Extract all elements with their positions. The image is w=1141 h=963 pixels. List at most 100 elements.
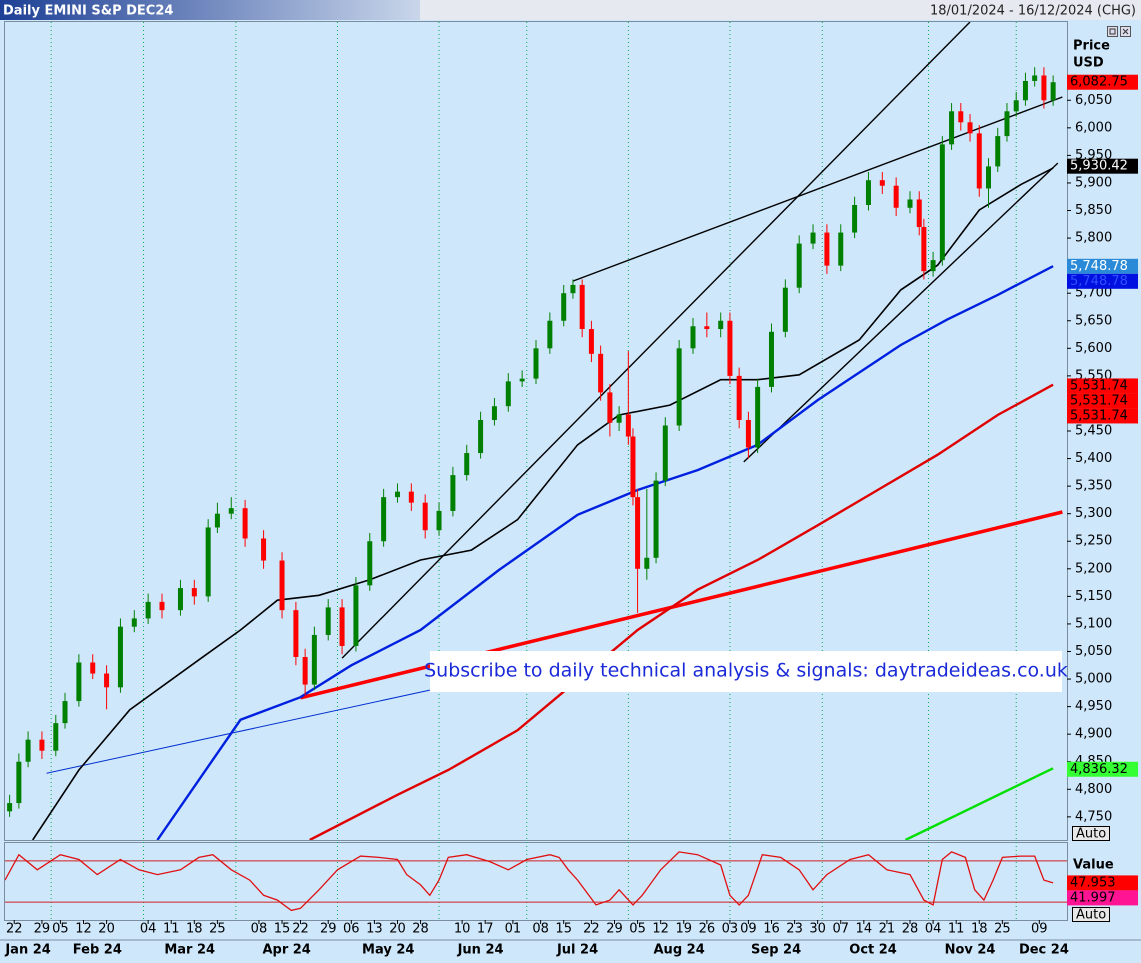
candle-body [533, 348, 539, 379]
month-label: May 24 [362, 943, 414, 958]
candle-body [191, 588, 197, 597]
candle-body [478, 419, 484, 454]
candle-body [616, 414, 622, 423]
candle-body [16, 761, 22, 804]
candle-body [852, 205, 858, 233]
x-tick-label: 22 [583, 922, 600, 937]
x-tick-label: 29 [606, 922, 623, 937]
plot-layer: 4,7504,8004,8504,9004,9505,0005,0505,100… [4, 22, 1138, 958]
x-tick-label: 15 [274, 922, 291, 937]
price-tag [1067, 273, 1138, 289]
x-tick-label: 20 [98, 922, 115, 937]
moving-average [156, 265, 1054, 840]
month-label: Mar 24 [164, 943, 215, 958]
date-range: 18/01/2024 - 16/12/2024 (CHG) [930, 4, 1136, 19]
x-tick-label: 17 [477, 922, 494, 937]
banner-box [430, 651, 1062, 692]
moving-average [904, 767, 1054, 840]
price-tag [1067, 761, 1138, 777]
candle-body [90, 662, 96, 674]
y-tick-label: 5,700 [1075, 286, 1112, 301]
candle-body [261, 538, 267, 561]
month-label: Aug 24 [654, 943, 705, 958]
x-tick-label: 08 [532, 922, 549, 937]
candle-body [644, 557, 650, 569]
candle-body [588, 329, 594, 354]
y-tick-label: 5,150 [1075, 589, 1112, 604]
month-label: Sep 24 [751, 943, 801, 958]
x-tick-label: 23 [786, 922, 803, 937]
x-tick-label: 05 [629, 922, 646, 937]
candle-body [422, 502, 428, 531]
x-tick-label: 04 [140, 922, 157, 937]
candle-body [62, 701, 68, 724]
y-tick-label: 6,050 [1075, 93, 1112, 108]
price-tag-label: 5,531.74 [1070, 378, 1128, 393]
y-axis-unit: USD [1073, 56, 1104, 71]
x-tick-label: 01 [505, 922, 522, 937]
candle-body [1050, 82, 1056, 101]
x-tick-label: 04 [925, 922, 942, 937]
candle-body [491, 406, 497, 420]
x-tick-label: 10 [454, 922, 471, 937]
month-label: Nov 24 [945, 943, 996, 958]
candle-body [995, 136, 1001, 167]
x-tick-label: 25 [209, 922, 226, 937]
osc-axis-label: Value [1073, 858, 1114, 873]
y-tick-label: 5,250 [1075, 534, 1112, 549]
candle-body [958, 111, 964, 123]
x-tick-label: 05 [52, 922, 69, 937]
y-tick-label: 4,750 [1075, 809, 1112, 824]
trend-line [743, 162, 1059, 463]
candle-body [704, 326, 710, 330]
candle-body [131, 618, 137, 627]
candle-body [986, 166, 992, 189]
candle-body [635, 497, 641, 569]
y-tick-label: 5,350 [1075, 479, 1112, 494]
x-tick-label: 28 [902, 922, 919, 937]
auto-button-label[interactable]: Auto [1076, 908, 1106, 923]
price-tag-label: 5,531.74 [1070, 393, 1128, 408]
candle-body [676, 348, 682, 426]
candle-body [367, 541, 373, 586]
x-tick-label: 03 [722, 922, 739, 937]
x-tick-label: 30 [809, 922, 826, 937]
x-tick-label: 16 [763, 922, 780, 937]
auto-button[interactable]: Auto [1072, 907, 1110, 923]
auto-button[interactable]: Auto [1072, 826, 1110, 842]
candle-body [436, 510, 442, 531]
candle-body [450, 475, 456, 511]
y-tick-label: 4,800 [1075, 782, 1112, 797]
y-tick-label: 5,400 [1075, 451, 1112, 466]
candle-body [1004, 111, 1010, 137]
price-tag [1067, 875, 1138, 891]
candle-body [930, 260, 936, 272]
candle-body [967, 122, 973, 134]
candle-body [570, 284, 576, 294]
moving-average [309, 383, 1054, 840]
candle-body [662, 425, 668, 481]
x-tick-label: 26 [699, 922, 716, 937]
x-tick-label: 09 [1031, 922, 1048, 937]
x-tick-label: 19 [675, 922, 692, 937]
y-tick-label: 5,450 [1075, 424, 1112, 439]
candle-body [293, 610, 299, 657]
candle-body [1022, 80, 1028, 101]
window-buttons[interactable] [1107, 26, 1131, 37]
candle-body [547, 320, 553, 349]
trend-line [300, 510, 1063, 700]
price-tag-label: 5,748.78 [1070, 274, 1128, 289]
candle-body [159, 601, 165, 611]
x-tick-label: 22 [292, 922, 309, 937]
month-label: Oct 24 [849, 943, 897, 958]
auto-button-label[interactable]: Auto [1076, 827, 1106, 842]
candle-body [325, 607, 331, 635]
banner-text: Subscribe to daily technical analysis & … [424, 660, 1068, 682]
price-tag-label: 6,082.75 [1070, 75, 1128, 90]
candle-body [228, 508, 234, 514]
x-tick-label: 20 [389, 922, 406, 937]
y-tick-label: 5,000 [1075, 672, 1112, 687]
candle-body [838, 232, 844, 266]
candle-body [579, 284, 585, 330]
